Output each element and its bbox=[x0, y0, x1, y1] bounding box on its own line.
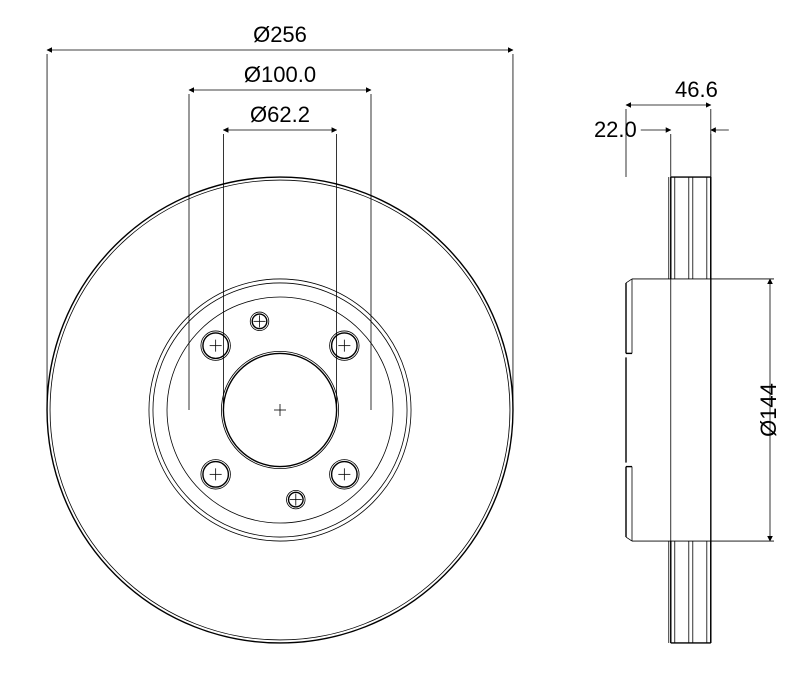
dimension-annotations bbox=[47, 50, 774, 541]
dim-label-disc-thickness: 22.0 bbox=[594, 117, 637, 142]
dim-label-hat-diameter: Ø144 bbox=[756, 383, 781, 437]
side-view bbox=[626, 177, 711, 643]
dim-label-overall-width: 46.6 bbox=[675, 77, 718, 102]
dim-label-center-bore: Ø62.2 bbox=[250, 102, 310, 127]
brake-disc-technical-drawing: Ø256 Ø100.0 Ø62.2 46.6 22.0 Ø144 bbox=[0, 0, 800, 673]
dim-label-bolt-circle: Ø100.0 bbox=[244, 62, 316, 87]
front-view bbox=[47, 177, 513, 643]
dim-label-outer-diameter: Ø256 bbox=[253, 22, 307, 47]
